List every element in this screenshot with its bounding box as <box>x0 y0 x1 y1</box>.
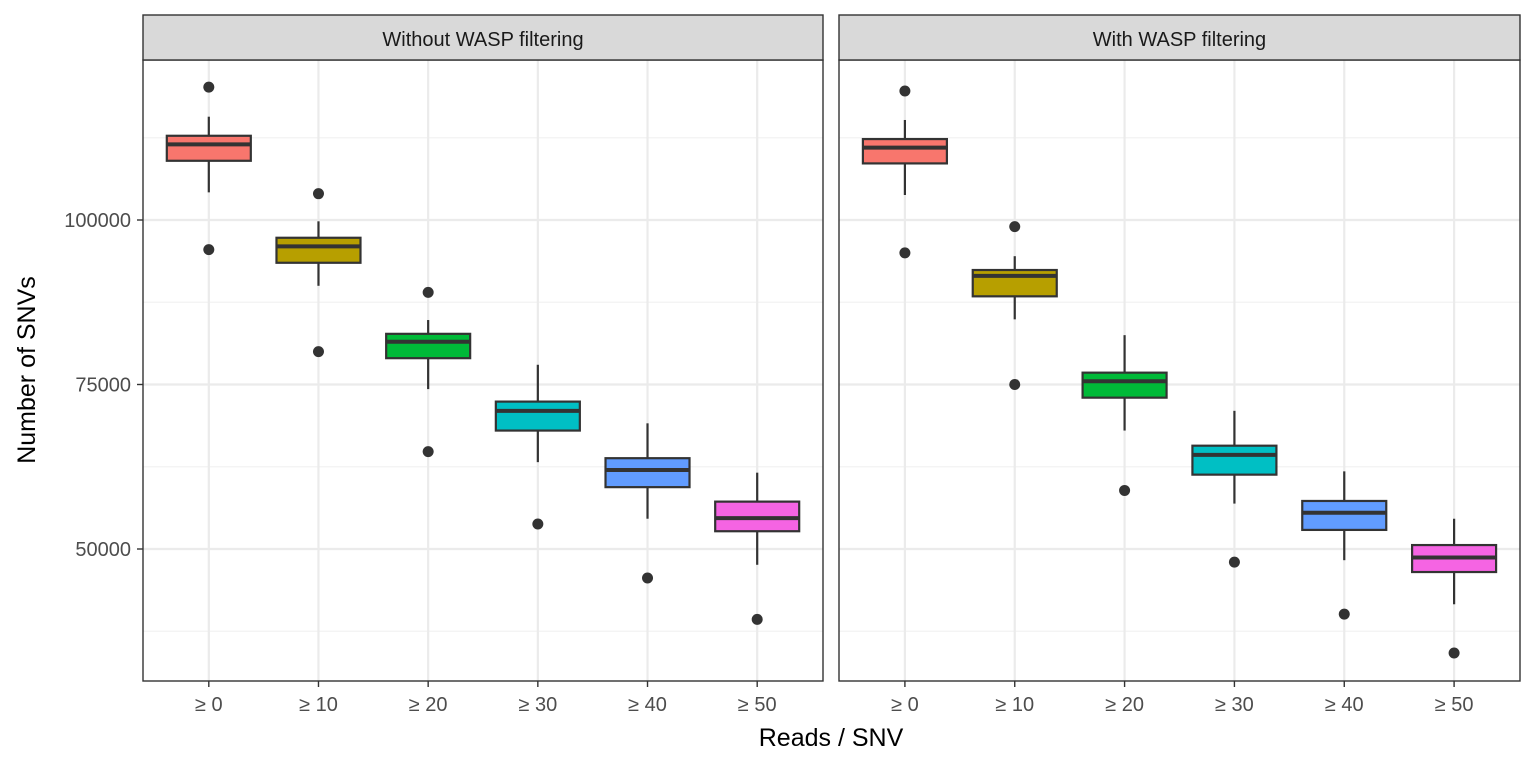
box-body <box>1081 371 1168 399</box>
y-tick-label: 75000 <box>75 375 131 397</box>
box-body <box>861 137 949 165</box>
box-body <box>1301 499 1388 532</box>
x-tick-label: ≥ 20 <box>1105 694 1144 716</box>
box-body <box>165 134 252 162</box>
outlier-point <box>899 247 911 259</box>
y-tick-label: 50000 <box>75 539 131 561</box>
outlier-point <box>1228 556 1240 568</box>
x-tick-label: ≥ 30 <box>518 694 557 716</box>
x-tick-label: ≥ 20 <box>409 694 448 716</box>
outlier-point <box>312 188 324 200</box>
box-5 <box>1301 471 1388 620</box>
outlier-point <box>1338 608 1350 620</box>
box-body <box>385 332 472 360</box>
box-1 <box>861 85 949 259</box>
box-body <box>604 457 691 489</box>
panel-background <box>143 60 823 681</box>
box-2 <box>275 188 362 358</box>
strip-label: With WASP filtering <box>1093 29 1266 51</box>
box-6 <box>714 472 801 625</box>
box-body <box>494 400 581 432</box>
x-tick-label: ≥ 10 <box>995 694 1034 716</box>
box-3 <box>1081 335 1168 496</box>
panel-background <box>839 60 1520 681</box>
outlier-point <box>312 346 324 358</box>
panel-1: Without WASP filtering ≥ 0 ≥ 10 ≥ 20 ≥ 30 ≥ 4… <box>142 14 824 716</box>
strip-label: Without WASP filtering <box>382 29 583 51</box>
x-tick-label: ≥ 40 <box>1325 694 1364 716</box>
outlier-point <box>532 518 544 530</box>
panel-2: With WASP filtering ≥ 0 ≥ 10 ≥ 20 ≥ 30 ≥ 40 ≥ … <box>838 14 1521 716</box>
x-tick-label: ≥ 0 <box>891 694 919 716</box>
x-tick-label: ≥ 40 <box>628 694 667 716</box>
y-tick-label: 100000 <box>64 210 131 232</box>
box-6 <box>1410 518 1498 659</box>
x-tick-label: ≥ 30 <box>1215 694 1254 716</box>
outlier-point <box>642 572 654 584</box>
outlier-point <box>1448 647 1460 659</box>
box-5 <box>604 423 691 584</box>
strip-background <box>838 14 1521 61</box>
outlier-point <box>1119 484 1131 496</box>
strip-background <box>142 14 824 61</box>
outlier-point <box>422 286 434 298</box>
panels-layer: Without WASP filtering ≥ 0 ≥ 10 ≥ 20 ≥ 30 ≥ 4… <box>142 14 1521 716</box>
outlier-point <box>203 81 215 93</box>
box-4 <box>494 364 581 530</box>
x-tick-label: ≥ 50 <box>1435 694 1474 716</box>
box-3 <box>385 286 472 458</box>
box-body <box>1191 444 1278 476</box>
outlier-point <box>422 446 434 458</box>
x-tick-label: ≥ 10 <box>299 694 338 716</box>
outlier-point <box>1009 221 1021 233</box>
y-axis: 50000 75000 100000 <box>64 210 143 561</box>
box-1 <box>165 81 252 256</box>
outlier-point <box>899 85 911 97</box>
x-tick-label: ≥ 0 <box>195 694 223 716</box>
y-axis-title: Number of SNVs <box>13 276 41 464</box>
outlier-point <box>751 613 763 625</box>
box-body <box>275 236 362 264</box>
x-axis-title: Reads / SNV <box>759 724 904 752</box>
outlier-point <box>203 244 215 256</box>
box-4 <box>1191 410 1278 568</box>
x-tick-label: ≥ 50 <box>738 694 777 716</box>
outlier-point <box>1009 379 1021 390</box>
box-2 <box>971 221 1058 390</box>
